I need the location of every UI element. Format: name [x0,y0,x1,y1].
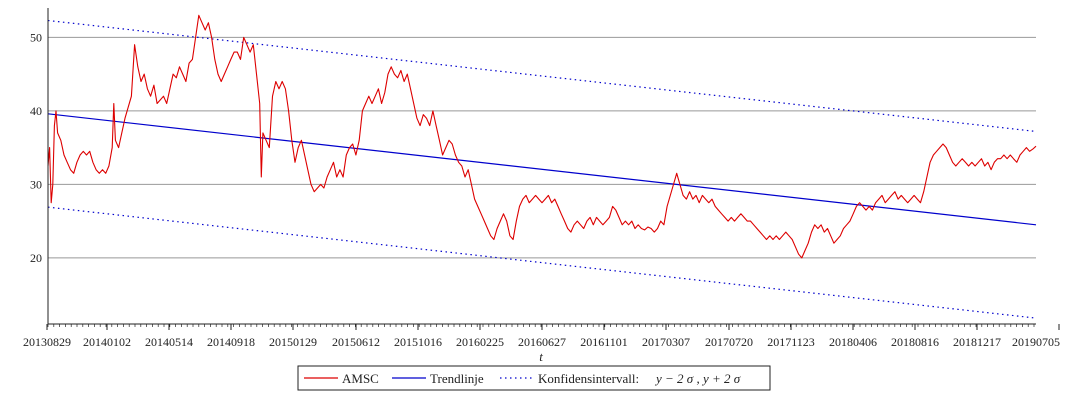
x-tick-label: 20170307 [642,335,690,349]
y-tick-label: 40 [30,104,42,118]
x-tick-label: 20181217 [953,335,1001,349]
x-tick-label: 20151016 [394,335,442,349]
lower-confidence-line [47,206,1037,319]
trend-line [47,113,1037,226]
x-tick-label: 20140918 [207,335,255,349]
legend-label-confidence: Konfidensintervall: [538,371,639,386]
y-tick-label: 20 [30,251,42,265]
x-tick-label: 20180816 [891,335,939,349]
legend: AMSC Trendlinje Konfidensintervall: y − 2 σ… [297,365,771,391]
x-tick-label: 20180406 [829,335,877,349]
x-tick-label: 20190705 [1012,335,1060,349]
x-tick-label: 20130829 [23,335,71,349]
y-tick-label: 30 [30,177,42,191]
x-tick-label: 20171123 [767,335,815,349]
x-tick-label: 20160627 [518,335,566,349]
x-tick-label: 20140514 [145,335,193,349]
x-tick-label: 20150129 [269,335,317,349]
upper-confidence-line [47,19,1037,133]
x-tick-label: 20160225 [456,335,504,349]
x-tick-label: 20150612 [332,335,380,349]
legend-box [297,365,771,391]
x-axis-label: t [539,349,543,364]
legend-label-amsc: AMSC [342,371,379,386]
x-tick-label: 20161101 [580,335,628,349]
x-tick-label: 20170720 [705,335,753,349]
amsc-series-line [47,14,1037,259]
x-tick-label: 20140102 [83,335,131,349]
y-tick-label: 50 [30,30,42,44]
legend-math-confidence: y − 2 σ , y + 2 σ [654,371,741,386]
legend-label-trend: Trendlinje [430,371,484,386]
